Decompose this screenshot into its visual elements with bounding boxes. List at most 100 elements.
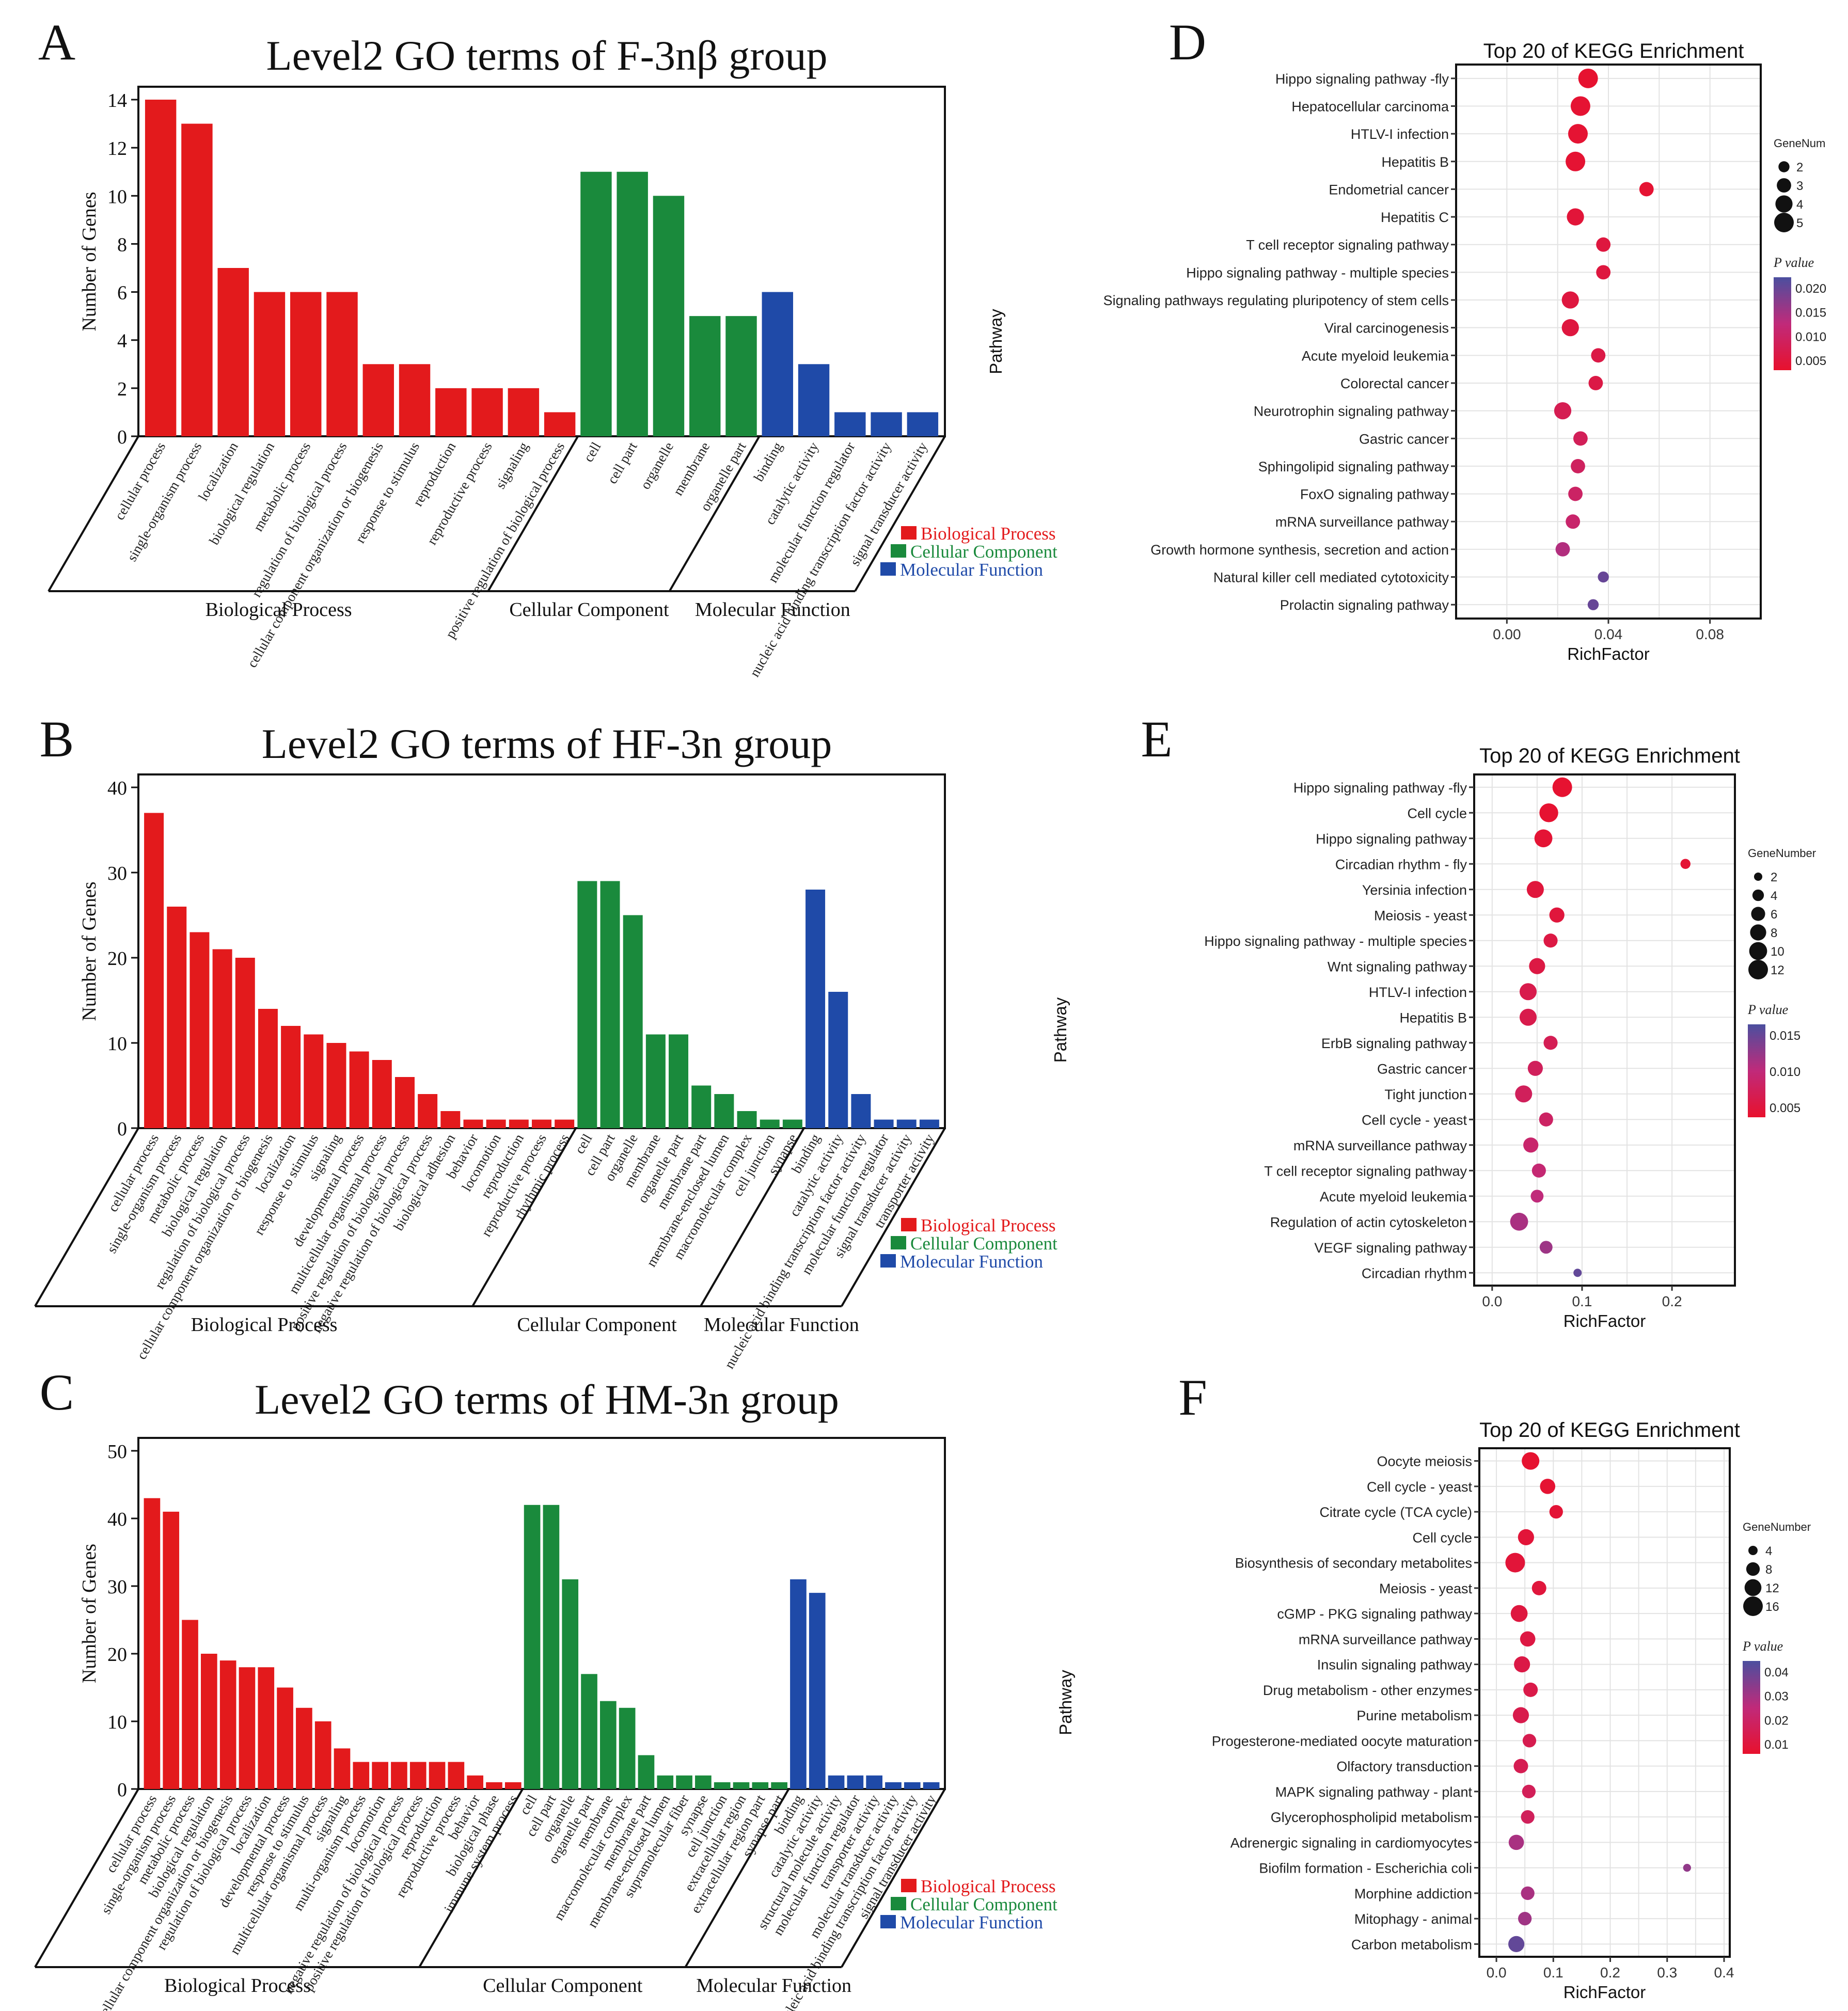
x-axis-label: RichFactor xyxy=(1567,644,1650,663)
group-name: Cellular Component xyxy=(517,1314,677,1336)
pathway-label: Hepatitis C xyxy=(1381,210,1449,225)
bar xyxy=(281,1026,301,1128)
enrichment-dot xyxy=(1519,1008,1537,1026)
y-tick-label: 0 xyxy=(117,1118,127,1140)
color-legend-bar xyxy=(1748,1024,1765,1117)
plot-frame xyxy=(137,86,946,437)
size-legend-title: GeneNumber xyxy=(1748,847,1816,860)
bar xyxy=(851,1094,871,1128)
bar xyxy=(326,1043,346,1128)
pathway-label: Biosynthesis of secondary metabolites xyxy=(1235,1556,1472,1571)
bar xyxy=(258,1667,275,1789)
enrichment-dot xyxy=(1639,182,1654,197)
bar xyxy=(923,1782,940,1789)
bar xyxy=(353,1762,370,1789)
panel-letter-d: D xyxy=(1169,13,1206,71)
pathway-label: Gastric cancer xyxy=(1377,1061,1467,1076)
group-name: Molecular Function xyxy=(696,1975,851,1997)
bar xyxy=(440,1111,461,1128)
size-legend-label: 12 xyxy=(1771,963,1784,977)
size-legend-title: GeneNumber xyxy=(1743,1521,1811,1533)
pathway-label: Acute myeloid leukemia xyxy=(1320,1189,1467,1205)
legend-swatch xyxy=(891,544,906,558)
go-chart-c: Level2 GO terms of HM-3n group 0 10 20 30 40 5… xyxy=(34,1376,1057,2011)
enrichment-dot xyxy=(1540,1479,1556,1494)
group-separator xyxy=(668,435,761,592)
pathway-label: Oocyte meiosis xyxy=(1377,1454,1472,1469)
legend-swatch xyxy=(891,1897,906,1910)
bar xyxy=(429,1762,446,1789)
pathway-label: Hepatitis B xyxy=(1399,1010,1467,1025)
group-name: Cellular Component xyxy=(483,1975,643,1997)
y-tick-label: 12 xyxy=(107,138,127,160)
pathway-label: Cell cycle - yeast xyxy=(1362,1112,1467,1128)
enrichment-dot xyxy=(1539,803,1558,822)
x-tick-label: 0.1 xyxy=(1572,1293,1592,1309)
chart-title: Level2 GO terms of HM-3n group xyxy=(255,1376,839,1423)
bar xyxy=(362,364,394,436)
term-label: signaling xyxy=(493,439,531,492)
bar xyxy=(762,292,793,436)
bar xyxy=(258,1009,278,1128)
pathway-label: Purine metabolism xyxy=(1356,1708,1472,1723)
term-label: organelle xyxy=(637,439,676,492)
pathway-label: HTLV-I infection xyxy=(1369,985,1467,1000)
pathway-label: Hippo signaling pathway -fly xyxy=(1293,780,1467,796)
kegg-chart-d: Top 20 of KEGG Enrichment Hippo signaling… xyxy=(986,40,1826,663)
enrichment-dot xyxy=(1531,1580,1546,1595)
pathway-label: ErbB signaling pathway xyxy=(1321,1036,1467,1051)
pathway-label: Regulation of actin cytoskeleton xyxy=(1270,1214,1467,1230)
chart-title: Level2 GO terms of HF-3n group xyxy=(262,720,832,767)
x-tick-label: 0.08 xyxy=(1696,626,1724,642)
color-legend-title: P value xyxy=(1747,1002,1788,1017)
y-tick-label: 6 xyxy=(117,282,127,304)
size-legend-label: 2 xyxy=(1796,161,1803,175)
enrichment-dot xyxy=(1680,859,1691,869)
bar xyxy=(771,1782,787,1789)
bar xyxy=(532,1119,551,1128)
enrichment-dot xyxy=(1578,68,1598,88)
size-legend-dot xyxy=(1751,907,1765,921)
bar xyxy=(653,196,685,436)
y-tick-label: 40 xyxy=(107,778,127,799)
bar xyxy=(617,171,648,436)
legend-label: Molecular Function xyxy=(900,1252,1043,1272)
bar xyxy=(144,1498,161,1789)
size-legend-dot xyxy=(1754,872,1763,881)
enrichment-dot xyxy=(1555,542,1570,557)
pathway-label: Meiosis - yeast xyxy=(1374,908,1467,923)
bar xyxy=(562,1579,579,1789)
term-label: cellular component organization or bioge… xyxy=(244,439,386,670)
y-tick-label: 30 xyxy=(107,1576,127,1598)
bar xyxy=(349,1051,369,1128)
bar xyxy=(805,890,826,1128)
chart-title: Top 20 of KEGG Enrichment xyxy=(1479,1419,1740,1442)
enrichment-dot xyxy=(1591,348,1606,363)
color-legend-label: 0.03 xyxy=(1764,1690,1789,1704)
enrichment-dot xyxy=(1549,1505,1563,1519)
y-tick-label: 30 xyxy=(107,863,127,884)
pathway-label: Prolactin signaling pathway xyxy=(1280,597,1449,613)
pathway-label: Drug metabolism - other enzymes xyxy=(1263,1683,1472,1698)
legend-swatch xyxy=(880,1254,896,1268)
legend-label: Cellular Component xyxy=(910,542,1057,562)
bar xyxy=(277,1687,293,1789)
bar xyxy=(409,1762,427,1789)
group-name: Cellular Component xyxy=(509,599,669,621)
bar xyxy=(189,932,210,1128)
y-tick-label: 50 xyxy=(107,1441,127,1463)
y-axis-label: Pathway xyxy=(986,309,1005,374)
bar xyxy=(714,1782,731,1789)
pathway-label: Wnt signaling pathway xyxy=(1328,959,1467,974)
bar xyxy=(239,1667,256,1789)
legend-label: Biological Process xyxy=(921,1876,1056,1896)
panel-letter-a: A xyxy=(38,13,75,71)
pathway-label: Insulin signaling pathway xyxy=(1317,1657,1473,1673)
panel-letter-e: E xyxy=(1141,710,1172,768)
enrichment-dot xyxy=(1568,486,1583,501)
pathway-label: mRNA surveillance pathway xyxy=(1299,1632,1473,1647)
pathway-label: Circadian rhythm - fly xyxy=(1335,857,1467,872)
color-legend-label: 0.02 xyxy=(1764,1714,1789,1728)
bar xyxy=(669,1034,689,1128)
size-legend-label: 5 xyxy=(1796,216,1803,230)
